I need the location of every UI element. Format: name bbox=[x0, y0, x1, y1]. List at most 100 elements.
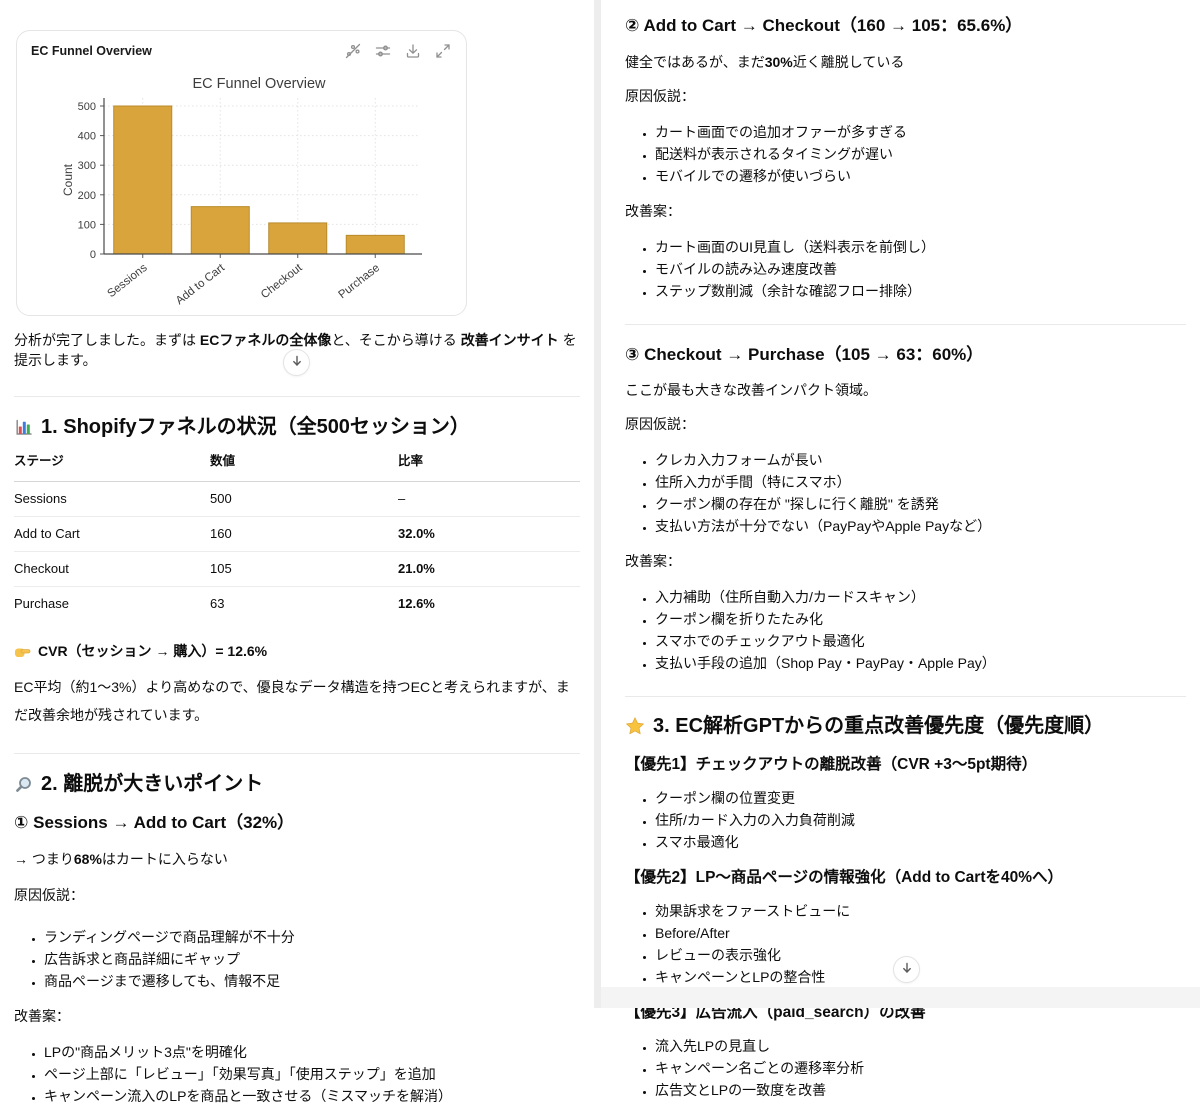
list-item: クレカ入力フォームが長い bbox=[655, 450, 1186, 471]
section-heading-funnel-status: 1. Shopifyファネルの状況（全500セッション） bbox=[14, 414, 580, 440]
list-item: キャンペーン流入のLPを商品と一致させる（ミスマッチを解消） bbox=[44, 1086, 580, 1107]
list-item: 支払い手段の追加（Shop Pay・PayPay・Apple Pay） bbox=[655, 653, 1186, 674]
left-chat-panel: EC Funnel Overview 0 100 200 300 400 500 Sessi… bbox=[0, 0, 594, 1104]
divider bbox=[14, 753, 580, 754]
table-header-row: ステージ 数値 比率 bbox=[14, 450, 580, 482]
priority-3-list: 流入先LPの見直し キャンペーン名ごとの遷移率分析 広告文とLPの一致度を改善 bbox=[625, 1036, 1186, 1101]
list-item: スマホでのチェックアウト最適化 bbox=[655, 631, 1186, 652]
list-item: キャンペーンとLPの整合性 bbox=[655, 967, 1186, 988]
causes-label: 原因仮説： bbox=[625, 416, 695, 432]
scroll-to-bottom-button[interactable] bbox=[283, 349, 310, 376]
list-item: LPの"商品メリット3点"を明確化 bbox=[44, 1042, 580, 1063]
svg-text:Checkout: Checkout bbox=[259, 261, 305, 301]
divider bbox=[625, 324, 1186, 325]
table-row: Add to Cart 160 32.0% bbox=[14, 516, 580, 552]
scroll-to-bottom-button[interactable] bbox=[893, 956, 920, 983]
table-row: Sessions 500 – bbox=[14, 481, 580, 517]
subheading-sessions-to-cart: ① Sessions → Add to Cart（32%） bbox=[14, 813, 295, 832]
svg-text:200: 200 bbox=[78, 190, 96, 202]
subheading-cart-to-checkout: ② Add to Cart → Checkout（160 → 105：65.6%… bbox=[625, 16, 1023, 35]
list-item: 商品ページまで遷移しても、情報不足 bbox=[44, 971, 580, 992]
list-item: ステップ数削減（余計な確認フロー排除） bbox=[655, 281, 1186, 302]
list-item: 広告文とLPの一致度を改善 bbox=[655, 1080, 1186, 1101]
composer-area-edge bbox=[601, 987, 1200, 1008]
chart-card-header: EC Funnel Overview bbox=[17, 31, 466, 60]
list-item: 広告訴求と商品詳細にギャップ bbox=[44, 949, 580, 970]
list-item: カート画面のUI見直し（送料表示を前倒し） bbox=[655, 237, 1186, 258]
fixes-list: カート画面のUI見直し（送料表示を前倒し） モバイルの読み込み速度改善 ステップ… bbox=[625, 237, 1186, 302]
lead-text: → つまり68%はカートに入らない bbox=[14, 851, 228, 867]
table-row: Purchase 63 12.6% bbox=[14, 596, 435, 611]
list-item: 住所入力が手間（特にスマホ） bbox=[655, 472, 1186, 493]
expand-chart-icon[interactable] bbox=[434, 42, 452, 60]
list-item: 住所/カード入力の入力負荷削減 bbox=[655, 810, 1186, 831]
priority-2-heading: 【優先2】LP〜商品ページの情報強化（Add to Cartを40%へ） bbox=[625, 869, 1064, 886]
list-item: レビューの表示強化 bbox=[655, 945, 1186, 966]
interactive-chart-toggle-icon[interactable] bbox=[344, 42, 362, 60]
list-item: ページ上部に「レビュー」「効果写真」「使用ステップ」を追加 bbox=[44, 1064, 580, 1085]
fixes-list: 入力補助（住所自動入力/カードスキャン） クーポン欄を折りたたみ化 スマホでのチ… bbox=[625, 587, 1186, 674]
svg-text:Purchase: Purchase bbox=[336, 262, 382, 301]
chart-settings-icon[interactable] bbox=[374, 42, 392, 60]
list-item: Before/After bbox=[655, 923, 1186, 944]
list-item: カート画面での追加オファーが多すぎる bbox=[655, 122, 1186, 143]
table-row: Checkout 105 21.0% bbox=[14, 551, 580, 587]
divider bbox=[14, 396, 580, 397]
priority-1-heading: 【優先1】チェックアウトの離脱改善（CVR +3〜5pt期待） bbox=[625, 756, 1038, 773]
list-item: 支払い方法が十分でない（PayPayやApple Payなど） bbox=[655, 516, 1186, 537]
list-item: キャンペーン名ごとの遷移率分析 bbox=[655, 1058, 1186, 1079]
svg-text:300: 300 bbox=[78, 160, 96, 172]
chart-card: EC Funnel Overview 0 100 200 300 400 500 Sessi… bbox=[16, 30, 467, 316]
analysis-intro-text: 分析が完了しました。まずは ECファネルの全体像と、そこから導ける 改善インサイ… bbox=[14, 332, 577, 368]
star-emoji-icon bbox=[625, 716, 645, 736]
section-heading-priorities: 3. EC解析GPTからの重点改善優先度（優先度順） bbox=[625, 713, 1186, 739]
chart-card-title: EC Funnel Overview bbox=[31, 44, 152, 58]
bar-chart-emoji-icon bbox=[14, 418, 33, 437]
pointing-right-emoji-icon bbox=[14, 643, 31, 660]
svg-text:100: 100 bbox=[78, 219, 96, 231]
chart-toolbar bbox=[344, 42, 452, 60]
list-item: スマホ最適化 bbox=[655, 832, 1186, 853]
lead-text: 健全ではあるが、まだ30%近く離脱している bbox=[625, 54, 905, 70]
benchmark-note: EC平均（約1〜3%）より高めなので、優良なデータ構造を持つECと考えられますが… bbox=[14, 679, 570, 723]
column-header-value: 数値 bbox=[210, 450, 398, 482]
subheading-checkout-to-purchase: ③ Checkout → Purchase（105 → 63：60%） bbox=[625, 345, 984, 364]
list-item: モバイルの読み込み速度改善 bbox=[655, 259, 1186, 280]
svg-text:400: 400 bbox=[78, 131, 96, 143]
svg-text:0: 0 bbox=[90, 249, 96, 261]
fixes-label: 改善案： bbox=[625, 553, 681, 569]
funnel-table: ステージ 数値 比率 Sessions 500 – Add to Cart 16… bbox=[14, 450, 580, 621]
magnifier-emoji-icon bbox=[14, 775, 33, 794]
section-heading-dropoff-points: 2. 離脱が大きいポイント bbox=[14, 771, 580, 797]
fixes-list: LPの"商品メリット3点"を明確化 ページ上部に「レビュー」「効果写真」「使用ス… bbox=[14, 1042, 580, 1107]
fixes-label: 改善案： bbox=[625, 203, 681, 219]
priority-2-list: 効果訴求をファーストビューに Before/After レビューの表示強化 キャ… bbox=[625, 901, 1186, 988]
cvr-summary: CVR（セッション → 購入）= 12.6% bbox=[14, 641, 580, 661]
right-chat-panel: ② Add to Cart → Checkout（160 → 105：65.6%… bbox=[601, 0, 1200, 1098]
scroll-down-icon bbox=[289, 353, 305, 372]
svg-text:EC Funnel Overview: EC Funnel Overview bbox=[193, 76, 326, 92]
panel-divider bbox=[594, 0, 601, 1008]
causes-label: 原因仮説： bbox=[14, 887, 84, 903]
list-item: モバイルでの遷移が使いづらい bbox=[655, 166, 1186, 187]
svg-text:Sessions: Sessions bbox=[105, 262, 149, 300]
causes-list: カート画面での追加オファーが多すぎる 配送料が表示されるタイミングが遅い モバイ… bbox=[625, 122, 1186, 187]
list-item: クーポン欄の存在が "探しに行く離脱" を誘発 bbox=[655, 494, 1186, 515]
list-item: クーポン欄の位置変更 bbox=[655, 788, 1186, 809]
priority-1-list: クーポン欄の位置変更 住所/カード入力の入力負荷削減 スマホ最適化 bbox=[625, 788, 1186, 853]
list-item: 効果訴求をファーストビューに bbox=[655, 901, 1186, 922]
causes-label: 原因仮説： bbox=[625, 88, 695, 104]
funnel-bar-chart: 0 100 200 300 400 500 Sessions Add to Cart Check… bbox=[61, 76, 422, 307]
svg-text:Add to Cart: Add to Cart bbox=[174, 261, 228, 307]
causes-list: クレカ入力フォームが長い 住所入力が手間（特にスマホ） クーポン欄の存在が "探… bbox=[625, 450, 1186, 537]
list-item: 配送料が表示されるタイミングが遅い bbox=[655, 144, 1186, 165]
list-item: ランディングページで商品理解が不十分 bbox=[44, 927, 580, 948]
list-item: 入力補助（住所自動入力/カードスキャン） bbox=[655, 587, 1186, 608]
fixes-label: 改善案： bbox=[14, 1008, 70, 1024]
download-chart-icon[interactable] bbox=[404, 42, 422, 60]
divider bbox=[625, 696, 1186, 697]
column-header-ratio: 比率 bbox=[398, 450, 580, 482]
list-item: 流入先LPの見直し bbox=[655, 1036, 1186, 1057]
causes-list: ランディングページで商品理解が不十分 広告訴求と商品詳細にギャップ 商品ページま… bbox=[14, 927, 580, 992]
lead-text: ここが最も大きな改善インパクト領域。 bbox=[625, 382, 877, 398]
